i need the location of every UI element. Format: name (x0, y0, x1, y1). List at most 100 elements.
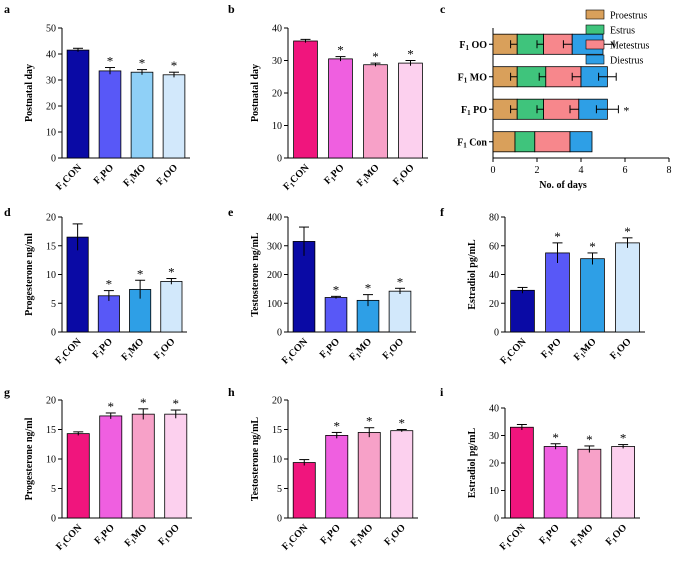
segment-estrus (514, 131, 536, 153)
bar-f1mo (580, 258, 605, 333)
y-tick-label: F1 PO (461, 105, 487, 117)
significance-mark: * (168, 265, 175, 280)
y-tick-label: 20 (46, 102, 56, 113)
bar-f1con (509, 426, 534, 519)
y-tick-label: 0 (277, 328, 282, 339)
y-tick-label: 40 (272, 24, 282, 35)
y-tick-label: F1 Con (457, 137, 487, 149)
y-tick-label: 10 (272, 455, 282, 466)
panel-c: c 0 2 4 6 8 No. of days F1 OO F1 MO F1 PO * F1 Con P… (440, 2, 672, 191)
x-tick-label: 0 (491, 165, 496, 176)
significance-mark: * (554, 229, 561, 244)
y-axis-label: Postnatal day (250, 64, 261, 122)
y-tick-label: 20 (272, 396, 282, 407)
bar-f1con (292, 462, 316, 519)
significance-mark: * (173, 396, 180, 411)
significance-mark: * (586, 432, 593, 447)
bar-f1po (324, 297, 348, 333)
y-tick-label: 300 (267, 241, 282, 252)
bar-f1po (97, 295, 120, 333)
panel-b: b 0 10 20 30 40 Postnatal day F1CON * F1PO * F1MO * F… (228, 2, 428, 193)
tick-label: F1OO (156, 522, 182, 548)
tick-label: F1CON (281, 162, 313, 194)
bar-f1con (66, 433, 90, 519)
tick-label: F1MO (123, 522, 151, 550)
significance-mark: * (108, 399, 115, 414)
bar-f1oo (611, 446, 636, 519)
legend-label: Metestrus (610, 41, 650, 52)
bar-f1po (328, 58, 353, 159)
y-tick-label: 100 (267, 299, 282, 310)
bar-f1po (99, 415, 123, 519)
significance-mark: * (139, 56, 146, 71)
significance-mark: * (589, 239, 596, 254)
y-tick-label: 200 (267, 270, 282, 281)
y-tick-label: 20 (272, 89, 282, 100)
panel-letter: e (228, 205, 234, 219)
y-tick-label: 15 (46, 425, 56, 436)
tick-label: F1OO (152, 336, 178, 362)
significance-mark: * (365, 281, 372, 296)
legend-swatch (585, 24, 605, 35)
bar-f1con (66, 49, 90, 159)
y-tick-label: 0 (51, 514, 56, 525)
y-tick-label: 400 (267, 213, 282, 224)
panel-letter: b (228, 2, 235, 16)
tick-label: F1MO (572, 336, 600, 364)
segment-diestrus (569, 131, 593, 153)
tick-label: F1CON (53, 336, 85, 368)
y-tick-label: 0 (277, 514, 282, 525)
significance-mark: * (333, 282, 340, 297)
y-tick-label: 15 (46, 241, 56, 252)
y-tick-label: 10 (272, 121, 282, 132)
y-tick-label: 60 (489, 241, 499, 252)
y-tick-label: 0 (51, 328, 56, 339)
bar-f1con (510, 289, 535, 333)
x-axis-label: No. of days (539, 180, 587, 191)
bar-f1oo (390, 430, 414, 519)
bar-f1oo (388, 290, 412, 333)
tick-label: F1PO (537, 522, 562, 547)
tick-label: F1OO (381, 336, 407, 362)
tick-label: F1PO (322, 162, 347, 187)
bar-f1po (98, 70, 122, 159)
panel-i: i 0 10 20 30 40 Estradiol pg/mL F1CON * F1PO * F1MO… (440, 385, 640, 553)
bar-f1po (545, 252, 570, 333)
significance-mark: * (399, 416, 406, 431)
y-tick-label: 15 (272, 425, 282, 436)
y-tick-label: 10 (489, 486, 499, 497)
significance-mark: * (407, 47, 414, 62)
bar-f1oo (162, 74, 186, 159)
panel-e: e 0 100 200 300 400 Testosterone ng/mL F1CON * F1… (228, 205, 416, 367)
y-tick-label: 0 (494, 328, 499, 339)
y-tick-label: 0 (51, 154, 56, 165)
tick-label: F1CON (498, 522, 530, 554)
y-axis-label: Estradiol pg/mL (467, 239, 478, 310)
y-axis-label: Progesterone ng/ml (24, 233, 35, 316)
panel-d: d 0 5 10 15 20 Progesterone ng/ml F1CON * F1PO * F1… (4, 205, 187, 367)
tick-label: F1PO (539, 336, 564, 361)
legend-swatch (585, 9, 605, 20)
panel-letter: i (440, 385, 444, 399)
legend-label: Diestrus (610, 56, 643, 67)
y-tick-label: 40 (46, 50, 56, 61)
tick-label: F1CON (54, 162, 86, 194)
x-tick-label: 2 (535, 165, 540, 176)
y-axis-label: Testosterone ng/mL (250, 417, 261, 502)
tick-label: F1OO (155, 162, 181, 188)
panel-h: h 0 5 10 15 20 Testosterone ng/mL F1CON * F1PO * F1… (228, 385, 418, 553)
bar-f1mo (131, 413, 155, 519)
tick-label: F1MO (569, 522, 597, 550)
significance-mark: * (366, 414, 373, 429)
tick-label: F1PO (92, 162, 117, 187)
y-tick-label: 50 (46, 24, 56, 35)
tick-label: F1MO (347, 336, 375, 364)
legend-label: Proestrus (610, 11, 647, 22)
significance-mark: * (552, 430, 559, 445)
tick-label: F1MO (355, 162, 383, 190)
significance-mark: * (140, 395, 147, 410)
panel-letter: g (4, 385, 10, 399)
significance-mark: * (107, 54, 114, 69)
significance-mark: * (372, 49, 379, 64)
